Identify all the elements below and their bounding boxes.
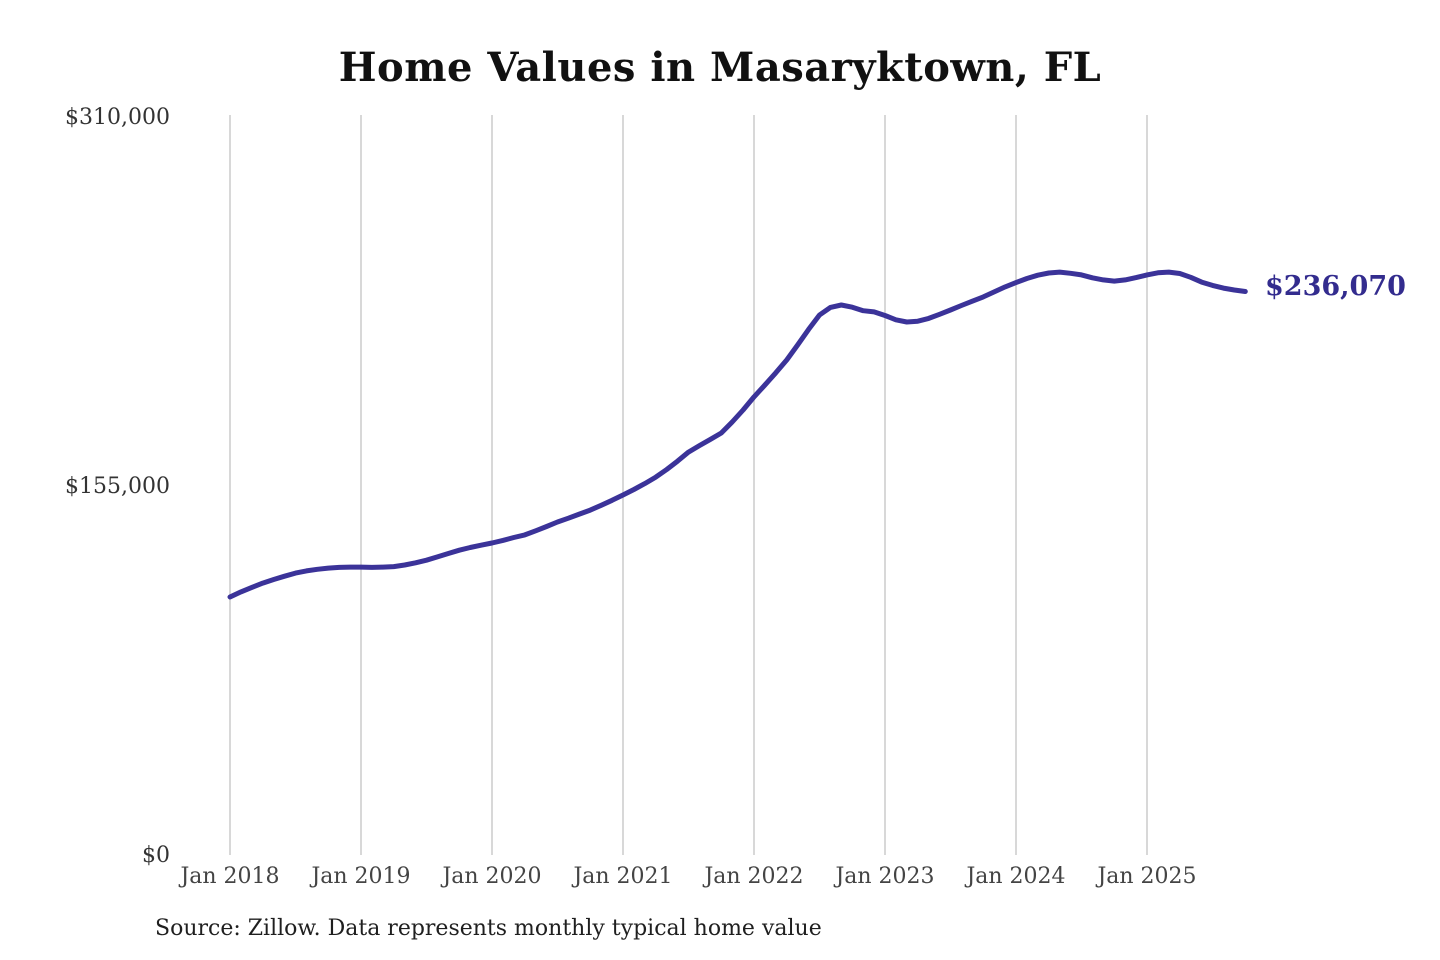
y-tick-label-0: $0 — [142, 843, 170, 868]
x-tick-label-jan-2024: Jan 2024 — [964, 864, 1065, 889]
x-tick-label-jan-2021: Jan 2021 — [571, 864, 672, 889]
source-note: Source: Zillow. Data represents monthly … — [155, 916, 822, 941]
x-tick-label-jan-2022: Jan 2022 — [702, 864, 803, 889]
y-tick-label-155000: $155,000 — [65, 474, 170, 499]
home-value-series-line — [227, 269, 1248, 600]
x-tick-label-jan-2023: Jan 2023 — [833, 864, 934, 889]
chart-title: Home Values in Masaryktown, FL — [338, 44, 1102, 91]
x-tick-label-jan-2018: Jan 2018 — [178, 864, 279, 889]
x-tick-label-jan-2025: Jan 2025 — [1095, 864, 1196, 889]
x-tick-label-jan-2019: Jan 2019 — [309, 864, 410, 889]
current-value-label: $236,070 — [1265, 271, 1406, 302]
x-axis-labels: Jan 2018 Jan 2019 Jan 2020 Jan 2021 Jan 2022… — [178, 864, 1196, 889]
y-tick-label-310000: $310,000 — [65, 105, 170, 130]
y-axis-labels: $0 $155,000 $310,000 — [65, 105, 170, 868]
x-tick-label-jan-2020: Jan 2020 — [440, 864, 541, 889]
year-gridlines — [229, 115, 1148, 855]
